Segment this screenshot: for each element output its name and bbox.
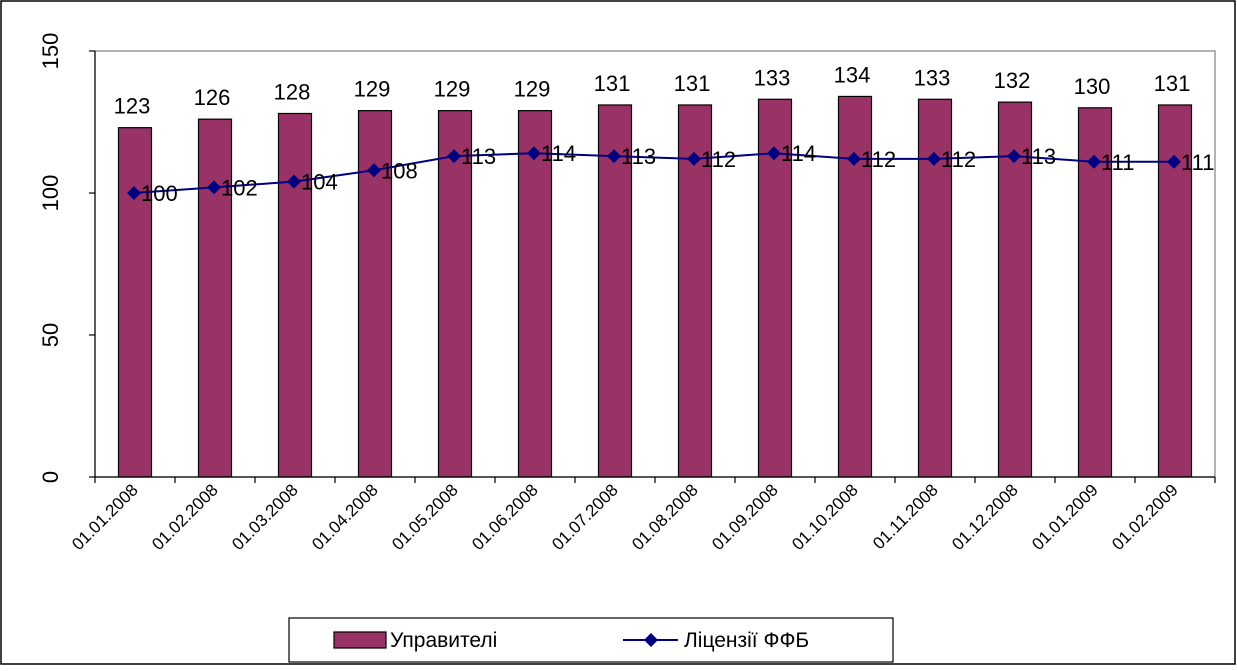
- line-data-label: 112: [701, 147, 736, 172]
- plot-area: [94, 50, 1216, 478]
- bar-data-label: 128: [274, 79, 311, 104]
- line-point: [1167, 154, 1181, 169]
- line-data-label: 113: [621, 144, 656, 169]
- line-data-label: 113: [461, 144, 496, 169]
- line-data-label: 112: [861, 147, 896, 172]
- line-data-label: 111: [1101, 150, 1134, 175]
- bar: [117, 127, 153, 478]
- line-series: 100 102 104 108 113 114 113 112 114 112 112 113 111 1…: [127, 141, 1214, 206]
- legend-line-label: Ліцензії ФФБ: [684, 629, 809, 652]
- line-data-label: 108: [381, 158, 418, 183]
- bar-series: 123 126 128 129 129 129 131 131 133 134 133 132 130 1…: [114, 62, 1193, 478]
- line-data-label: 100: [141, 181, 178, 206]
- line-point: [927, 151, 941, 166]
- y-tick-label: 0: [38, 471, 63, 483]
- bar-data-label: 126: [194, 85, 231, 110]
- line-point: [687, 151, 701, 166]
- line-point: [1087, 154, 1101, 169]
- line-point: [447, 149, 461, 164]
- bar-data-label: 131: [674, 71, 711, 96]
- y-tick-label: 150: [38, 33, 63, 70]
- legend-bar-swatch: [333, 631, 387, 649]
- line-data-label: 102: [221, 175, 258, 200]
- line-point: [607, 149, 621, 164]
- legend-bar-label: Управителі: [390, 629, 497, 652]
- legend: Управителі Ліцензії ФФБ: [288, 617, 894, 663]
- legend-box: [288, 617, 894, 663]
- line-data-label: 114: [541, 141, 576, 166]
- line-point: [847, 151, 861, 166]
- bar-data-label: 132: [994, 68, 1031, 93]
- bar-data-label: 123: [114, 94, 151, 119]
- line-data-label: 104: [301, 170, 338, 195]
- y-tick-label: 100: [38, 175, 63, 212]
- line-data-label: 114: [781, 141, 816, 166]
- y-tick-label: 50: [38, 323, 63, 347]
- line-data-label: 112: [941, 147, 976, 172]
- bar: [997, 101, 1033, 478]
- bar: [757, 98, 793, 478]
- bar-data-label: 131: [1154, 71, 1191, 96]
- line-path: [133, 152, 1174, 194]
- bar-data-label: 130: [1074, 74, 1111, 99]
- line-point: [287, 174, 301, 189]
- line-point: [1007, 149, 1021, 164]
- line-point: [127, 186, 141, 200]
- line-point: [207, 180, 221, 195]
- bar: [277, 112, 313, 478]
- bar-data-label: 131: [594, 71, 631, 96]
- line-data-label: 113: [1021, 144, 1056, 169]
- bar: [197, 118, 233, 478]
- bar-data-label: 133: [914, 65, 951, 90]
- line-point: [367, 163, 381, 178]
- bar-data-label: 129: [354, 77, 391, 102]
- bar-data-label: 133: [754, 65, 791, 90]
- line-point: [767, 146, 781, 161]
- bar-data-label: 129: [434, 77, 471, 102]
- line-data-label: 111: [1181, 150, 1214, 175]
- bar: [1077, 107, 1113, 478]
- bar-data-label: 129: [514, 77, 551, 102]
- bar-data-label: 134: [834, 62, 871, 87]
- bar: [677, 104, 713, 478]
- bar: [597, 104, 633, 478]
- legend-line-marker: [644, 633, 658, 647]
- line-point: [527, 146, 541, 161]
